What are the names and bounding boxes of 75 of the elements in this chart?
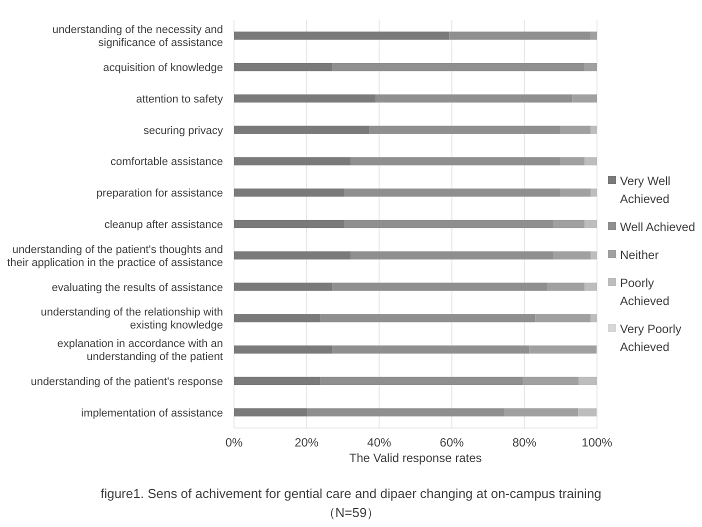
text: （N=59）	[322, 505, 380, 520]
y-tick-label: understanding of the patient's response	[30, 376, 223, 388]
bar	[234, 62, 332, 72]
y-tick-label: preparation for assistance	[96, 188, 223, 200]
x-tick-label: 0%	[225, 436, 243, 450]
bar	[369, 126, 560, 134]
x-tick-label: 60%	[440, 436, 464, 450]
bar	[590, 251, 597, 260]
bar	[234, 282, 332, 291]
bar	[560, 188, 591, 197]
y-tick-label: cleanup after assistance	[104, 219, 223, 231]
bar	[578, 376, 597, 386]
bar	[584, 282, 597, 291]
bar	[234, 314, 320, 322]
y-tick-label: attention to safety	[136, 93, 224, 106]
y-tick-label: explanation in accordance with an understanding of the patient	[57, 338, 223, 364]
legend-label: Poorly Achieved	[620, 276, 670, 308]
bar	[590, 188, 597, 197]
bar	[572, 94, 597, 103]
bar	[234, 188, 345, 197]
y-tick-label: understanding of the necessity and significance of assistance	[52, 24, 223, 50]
y-tick-label: implementation of assistance	[81, 407, 223, 420]
bar	[350, 157, 560, 166]
bar	[344, 188, 560, 197]
bar	[560, 157, 585, 166]
bar	[332, 282, 548, 291]
y-tick-label: acquisition of knowledge	[103, 62, 223, 74]
legend-label: Neither	[620, 248, 659, 262]
x-tick-label: 20%	[294, 436, 319, 450]
x-axis-title: The Valid response rates	[349, 451, 482, 465]
bar	[332, 345, 530, 354]
bar	[320, 376, 523, 386]
bar	[584, 62, 597, 72]
bar	[234, 251, 351, 260]
bar	[584, 220, 597, 228]
bar	[234, 376, 320, 386]
bar	[234, 126, 370, 134]
bar	[234, 94, 376, 103]
bar	[504, 408, 578, 416]
legend-label: Well Achieved	[620, 220, 696, 234]
bar	[548, 282, 585, 291]
legend-label: Very Well Achieved	[620, 174, 670, 206]
bar	[554, 220, 585, 228]
bar	[449, 32, 591, 40]
bar	[560, 126, 591, 134]
bar	[554, 251, 591, 260]
bar	[234, 408, 308, 416]
bar	[350, 251, 554, 260]
bar	[535, 314, 591, 322]
bar	[590, 32, 597, 40]
bar	[234, 220, 345, 228]
text: figure1. Sens of achivement for gential care and dipaer changing at on-campus training	[100, 486, 602, 501]
bar	[529, 345, 597, 354]
y-tick-label: securing privacy	[144, 124, 224, 137]
bar	[308, 408, 504, 416]
x-tick-label: 100%	[582, 436, 613, 450]
y-tick-label: comfortable assistance	[110, 156, 223, 168]
bar	[590, 126, 597, 134]
bar	[320, 314, 536, 322]
bar	[234, 32, 450, 40]
bar	[234, 345, 332, 354]
bar	[522, 376, 578, 386]
y-tick-label: evaluating the results of assistance	[52, 282, 223, 294]
y-tick-label: understanding of the relationship with existing knowledge	[40, 306, 223, 332]
legend-label: Very Poorly Achieved	[620, 322, 682, 354]
bar	[376, 94, 572, 103]
y-tick-label: understanding of the patient's thoughts and their application in the practice of assistance	[7, 244, 223, 269]
bar	[234, 157, 351, 166]
bar	[584, 157, 597, 166]
bar	[332, 62, 585, 72]
bar	[344, 220, 554, 228]
bar	[578, 408, 597, 416]
x-tick-label: 80%	[512, 436, 537, 450]
bar	[590, 314, 597, 322]
x-tick-label: 40%	[367, 436, 392, 450]
